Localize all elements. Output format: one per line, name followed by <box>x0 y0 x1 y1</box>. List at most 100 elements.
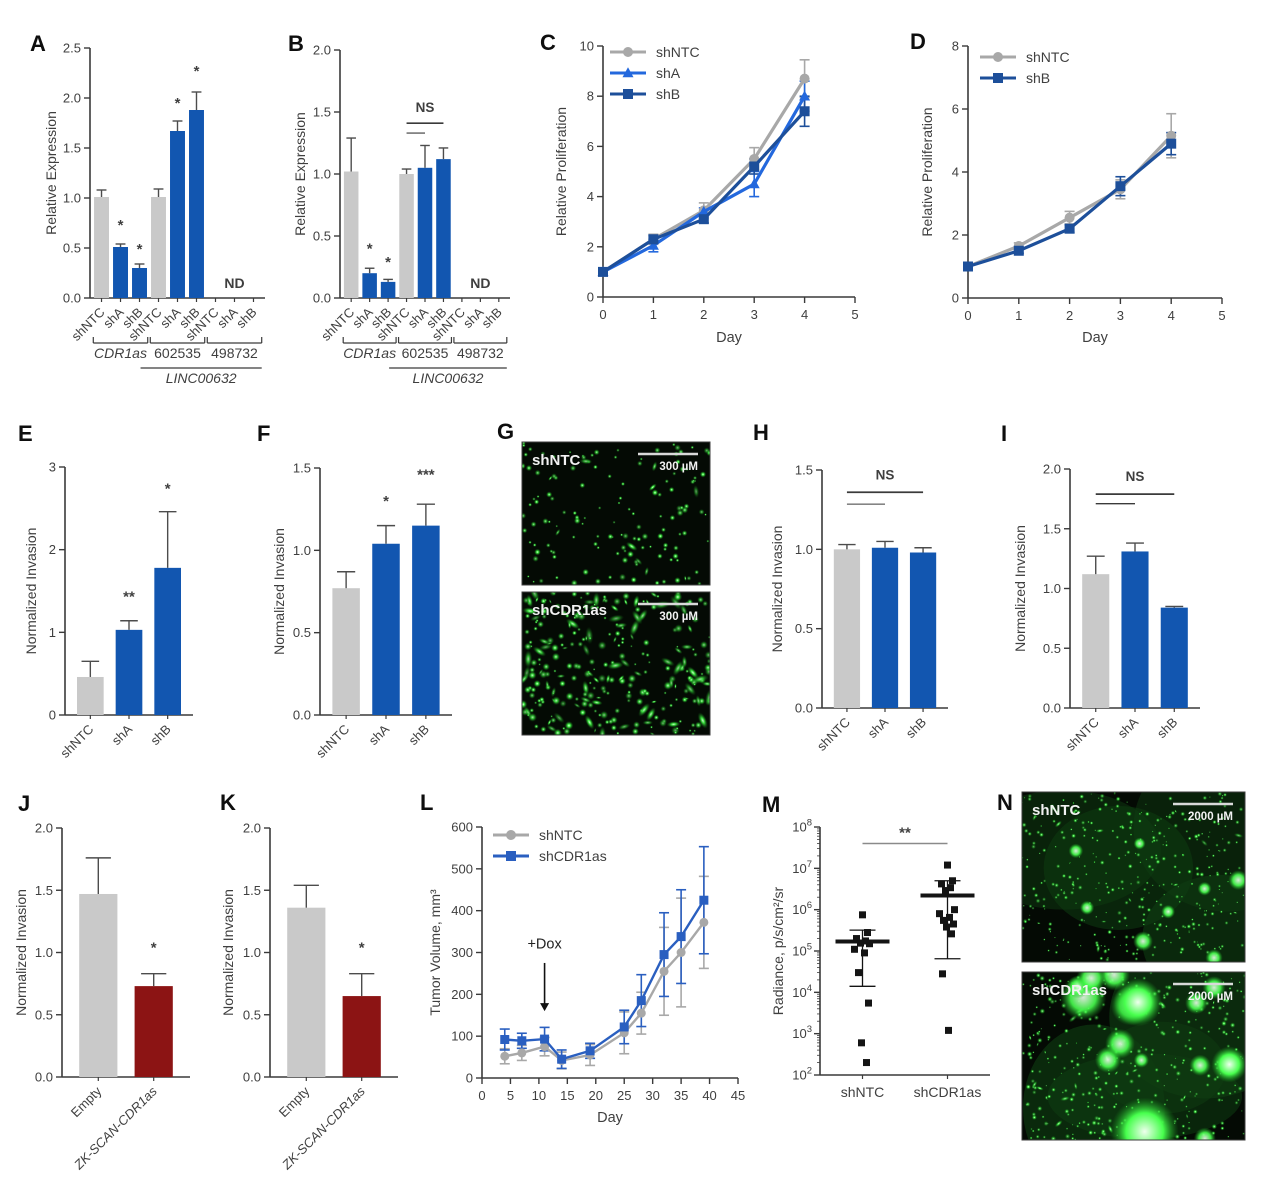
svg-text:1.0: 1.0 <box>35 945 53 960</box>
svg-text:***: *** <box>417 467 435 484</box>
svg-text:Day: Day <box>597 1110 624 1126</box>
svg-text:2.5: 2.5 <box>63 41 81 56</box>
svg-text:shA: shA <box>656 65 681 81</box>
svg-text:shA: shA <box>366 721 393 748</box>
panel-e-chart: 0 1 2 3 Normalized Invasion shNTC ** shA * shB <box>23 460 193 761</box>
svg-text:108: 108 <box>792 818 812 835</box>
svg-text:shCDR1as: shCDR1as <box>1032 982 1107 999</box>
svg-text:ND: ND <box>470 275 490 291</box>
panel-n-label: N <box>997 790 1013 815</box>
svg-text:*: * <box>175 95 181 112</box>
panel-g-label: G <box>497 419 514 444</box>
svg-text:shCDR1as: shCDR1as <box>532 602 607 619</box>
svg-text:Day: Day <box>716 330 743 346</box>
svg-text:106: 106 <box>792 900 812 917</box>
svg-text:2.0: 2.0 <box>313 43 331 58</box>
svg-text:shNTC: shNTC <box>539 827 583 843</box>
svg-text:NS: NS <box>876 468 895 483</box>
svg-text:0.0: 0.0 <box>35 1070 53 1085</box>
svg-text:1.5: 1.5 <box>35 883 53 898</box>
svg-text:602535: 602535 <box>154 345 201 361</box>
svg-text:Normalized Invasion: Normalized Invasion <box>1012 525 1028 652</box>
svg-text:Normalized Invasion: Normalized Invasion <box>271 528 287 655</box>
panel-c-label: C <box>540 30 556 55</box>
svg-text:0.0: 0.0 <box>1043 701 1061 716</box>
svg-text:0.5: 0.5 <box>313 229 331 244</box>
svg-text:**: ** <box>123 589 135 606</box>
svg-text:shNTC: shNTC <box>1032 802 1081 819</box>
svg-text:0.0: 0.0 <box>243 1070 261 1085</box>
svg-text:shNTC: shNTC <box>841 1084 885 1100</box>
panel-i-chart: 0.0 0.5 1.0 1.5 2.0 Normalized Invasion shNTC s… <box>1012 462 1200 754</box>
svg-text:500: 500 <box>451 861 473 876</box>
svg-text:0: 0 <box>466 1071 473 1086</box>
svg-text:Empty: Empty <box>68 1083 105 1120</box>
svg-text:35: 35 <box>674 1088 688 1103</box>
svg-text:2: 2 <box>700 307 707 322</box>
svg-text:1.5: 1.5 <box>1043 521 1061 536</box>
svg-text:45: 45 <box>731 1088 745 1103</box>
svg-text:shCDR1as: shCDR1as <box>914 1084 982 1100</box>
svg-text:1.0: 1.0 <box>243 945 261 960</box>
svg-text:shB: shB <box>233 305 259 331</box>
svg-text:2: 2 <box>587 239 594 254</box>
svg-text:300 µM: 300 µM <box>659 461 698 473</box>
svg-text:*: * <box>194 63 200 80</box>
svg-text:10: 10 <box>580 39 594 54</box>
microscopy-image-shcdr1as <box>1022 972 1245 1140</box>
svg-text:Normalized Invasion: Normalized Invasion <box>23 528 39 655</box>
svg-text:shNTC: shNTC <box>656 44 700 60</box>
svg-text:1.0: 1.0 <box>1043 581 1061 596</box>
svg-text:1.0: 1.0 <box>313 167 331 182</box>
svg-text:*: * <box>367 240 373 257</box>
svg-text:NS: NS <box>416 100 435 115</box>
svg-text:shB: shB <box>656 86 680 102</box>
panel-l-chart: 0 100 200 300 400 500 600 0 5 10 15 20 25 30 35 40 45 Tum… <box>427 820 745 1127</box>
svg-text:8: 8 <box>952 39 959 54</box>
svg-text:15: 15 <box>560 1088 574 1103</box>
svg-text:0.0: 0.0 <box>63 291 81 306</box>
svg-text:2: 2 <box>49 542 56 557</box>
svg-text:4: 4 <box>587 189 594 204</box>
svg-text:1.5: 1.5 <box>243 883 261 898</box>
svg-text:Empty: Empty <box>276 1083 313 1120</box>
svg-text:shNTC: shNTC <box>532 452 581 469</box>
svg-text:200: 200 <box>451 987 473 1002</box>
svg-text:498732: 498732 <box>457 345 504 361</box>
panel-j-chart: 0.0 0.5 1.0 1.5 2.0 Normalized Invasion Empty *… <box>13 821 190 1173</box>
svg-text:300: 300 <box>451 945 473 960</box>
svg-text:shCDR1as: shCDR1as <box>539 848 607 864</box>
svg-text:Normalized Invasion: Normalized Invasion <box>220 889 236 1016</box>
svg-text:0: 0 <box>952 291 959 306</box>
svg-text:0.0: 0.0 <box>313 291 331 306</box>
svg-text:*: * <box>165 480 171 497</box>
svg-text:600: 600 <box>451 820 473 835</box>
panel-a-label: A <box>30 31 46 56</box>
panel-c-chart: 0 2 4 6 8 10 0 1 2 3 4 5 Relative Proliferation Day sh… <box>553 39 859 347</box>
svg-text:0.5: 0.5 <box>243 1007 261 1022</box>
svg-text:1: 1 <box>1015 308 1022 323</box>
svg-text:shA: shA <box>1115 714 1142 741</box>
svg-text:shNTC: shNTC <box>318 305 357 344</box>
panel-h-label: H <box>753 420 769 445</box>
svg-text:*: * <box>137 241 143 258</box>
svg-text:shA: shA <box>109 721 136 748</box>
svg-text:2.0: 2.0 <box>243 821 261 836</box>
panel-f-chart: 0.0 0.5 1.0 1.5 Normalized Invasion shNTC * shA… <box>271 461 452 761</box>
panel-i-label: I <box>1001 421 1007 446</box>
panel-f-label: F <box>257 421 270 446</box>
svg-text:Tumor Volume, mm³: Tumor Volume, mm³ <box>427 889 443 1016</box>
panel-d-label: D <box>910 29 926 54</box>
panel-j-label: J <box>18 791 30 816</box>
svg-text:3: 3 <box>1117 308 1124 323</box>
svg-text:1.5: 1.5 <box>313 105 331 120</box>
svg-text:105: 105 <box>792 942 812 959</box>
svg-text:4: 4 <box>1168 308 1175 323</box>
panel-m-chart: 102 103 104 105 106 107 108 Radiance, p/s/cm²/s… <box>770 818 990 1100</box>
svg-text:1.5: 1.5 <box>63 141 81 156</box>
svg-text:103: 103 <box>792 1024 812 1041</box>
panel-a-chart: 0.0 0.5 1.0 1.5 2.0 2.5 Relative Expression shN… <box>43 41 265 386</box>
svg-text:6: 6 <box>952 102 959 117</box>
